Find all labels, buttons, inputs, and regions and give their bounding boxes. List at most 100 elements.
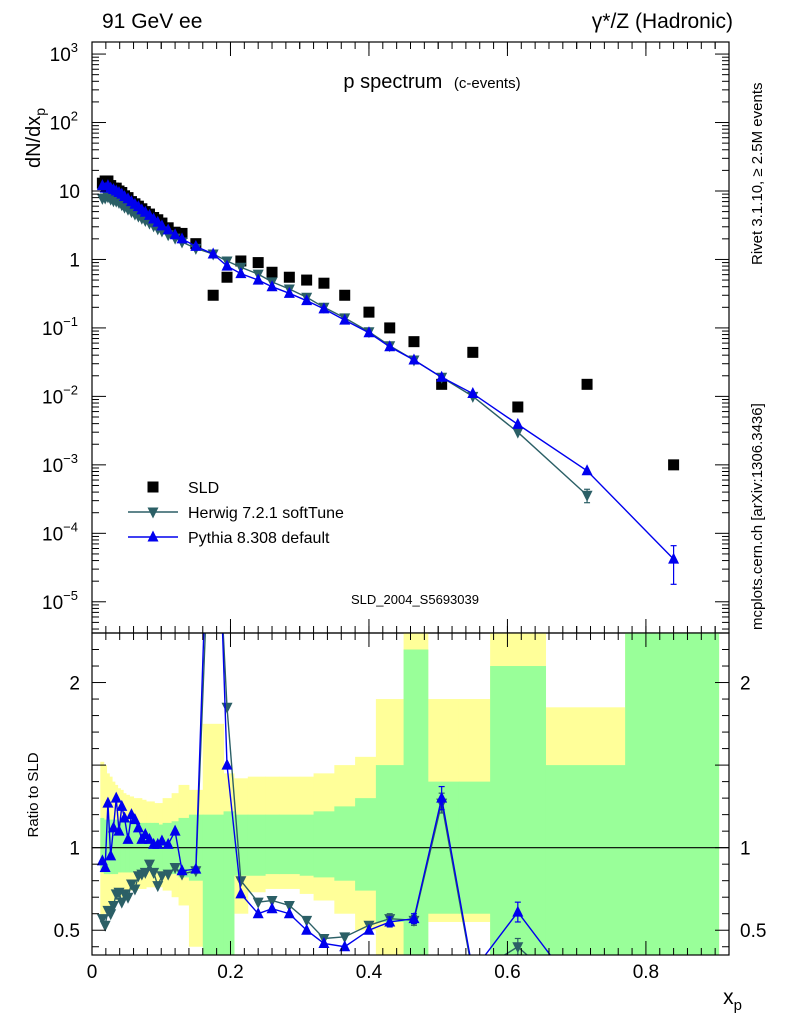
ratio-point-1 [99,860,111,872]
uncertainty-band-inner [202,814,225,955]
main-point-2 [512,417,524,429]
ratio-point-0 [99,920,111,932]
ratio-point-1 [283,907,295,919]
uncertainty-band-inner [141,822,147,871]
main-point-0 [318,277,330,289]
main-point-0 [283,271,295,283]
main-point-0 [512,401,524,413]
main-point-2 [581,464,593,476]
ratio-xtick-label: 0.2 [217,962,243,983]
main-point-2 [176,232,188,244]
ratio-point-1 [363,923,375,935]
ratio-point-1 [467,965,478,976]
main-point-0 [235,255,247,267]
uncertainty-band-inner [355,798,377,891]
main-ytick-label: 10−4 [42,519,78,545]
ratio-point-0 [283,900,295,912]
main-point-2 [235,267,247,279]
ratio-point-0 [105,909,117,921]
main-point-2 [668,552,680,564]
ratio-point-0 [235,876,247,888]
uncertainty-band-inner [625,633,720,955]
legend-entry-2: Pythia 8.308 default [188,530,330,547]
legend-marker-0 [147,481,159,493]
ratio-ytick-label-left: 2 [69,674,80,695]
ratio-xtick-label: 0.4 [356,962,383,983]
legend: SLD Herwig 7.2.1 softTune Pythia 8.308 def… [128,480,344,547]
uncertainty-band-inner [112,819,116,875]
main-point-2 [156,219,168,231]
ratio-ytick-label-left: 1 [69,839,80,860]
ratio-point-1 [110,791,122,803]
ratio-point-1 [190,862,202,874]
uncertainty-band-inner [146,822,151,871]
main-point-2 [363,326,375,338]
ratio-point-0 [582,1004,593,1015]
main-point-2 [339,313,351,325]
uncertainty-band-inner [403,649,429,955]
uncertainty-band-inner [133,822,139,871]
rivet-label: Rivet 3.1.10, ≥ 2.5M events [749,83,766,266]
ratio-point-0 [252,897,264,909]
ratio-ytick-label-right: 1 [740,839,751,860]
ratio-point-0 [139,867,151,879]
mcplots-label: mcplots.cern.ch [arXiv:1306.3436] [749,403,766,630]
uncertainty-band-inner [375,765,405,922]
uncertainty-band-inner [120,821,124,873]
ratio-series-layer [96,633,593,1015]
uncertainty-band-inner [299,814,315,876]
main-title: p spectrum (c-events) [343,71,520,93]
main-point-0 [384,322,396,334]
main-title-suffix: (c-events) [454,75,521,92]
legend-entry-0: SLD [188,480,219,497]
uncertainty-band-inner [334,806,356,881]
ratio-point-1 [408,912,420,924]
ratio-point-1 [176,864,188,876]
main-point-0 [266,266,278,278]
main-ylabel: dN/dxp [23,108,48,168]
legend-entry-1: Herwig 7.2.1 softTune [188,505,344,522]
main-ytick-label: 10 [59,182,80,203]
main-point-2 [467,387,479,399]
uncertainty-band-inner [106,819,110,875]
ratio-point-1 [162,837,174,849]
uncertainty-band-inner [223,811,235,955]
ratio-xlabel: xp [723,986,742,1014]
main-point-1 [581,490,593,502]
ratio-point-0 [116,897,128,909]
main-point-0 [207,289,219,301]
ratio-point-0 [467,970,478,981]
ratio-point-1 [301,923,313,935]
ratio-ytick-label-left: 0.5 [54,921,80,942]
main-point-0 [467,346,479,358]
header-process: γ*/Z (Hadronic) [592,10,733,33]
main-title-text: p spectrum [343,71,442,93]
ratio-xtick-label: 0.8 [633,962,659,983]
main-point-2 [408,353,420,365]
legend-marker-1 [147,507,159,519]
main-ytick-label: 10−3 [42,451,78,477]
ratio-point-1 [318,936,330,948]
main-ytick-label: 10−1 [42,314,78,340]
uncertainty-band-inner [129,821,135,873]
ratio-point-0 [148,867,160,879]
ratio-point-0 [96,914,108,926]
ratio-point-1 [132,821,144,833]
ratio-point-1 [221,758,233,770]
ratio-point-1 [169,824,181,836]
main-point-2 [318,302,330,314]
ratio-point-0 [156,871,168,883]
main-point-2 [169,228,181,240]
ratio-point-0 [339,932,351,944]
ratio-point-0 [107,900,119,912]
ratio-xtick-label: 0 [87,962,98,983]
ratio-point-0 [221,702,233,714]
ratio-point-1 [105,849,117,861]
uncertainty-band-inner [313,811,335,878]
ratio-point-1 [436,791,448,803]
ratio-bands [100,633,720,955]
ratio-point-1 [107,821,119,833]
ratio-xtick-label: 0.6 [494,962,520,983]
uncertainty-band-inner [278,814,301,875]
